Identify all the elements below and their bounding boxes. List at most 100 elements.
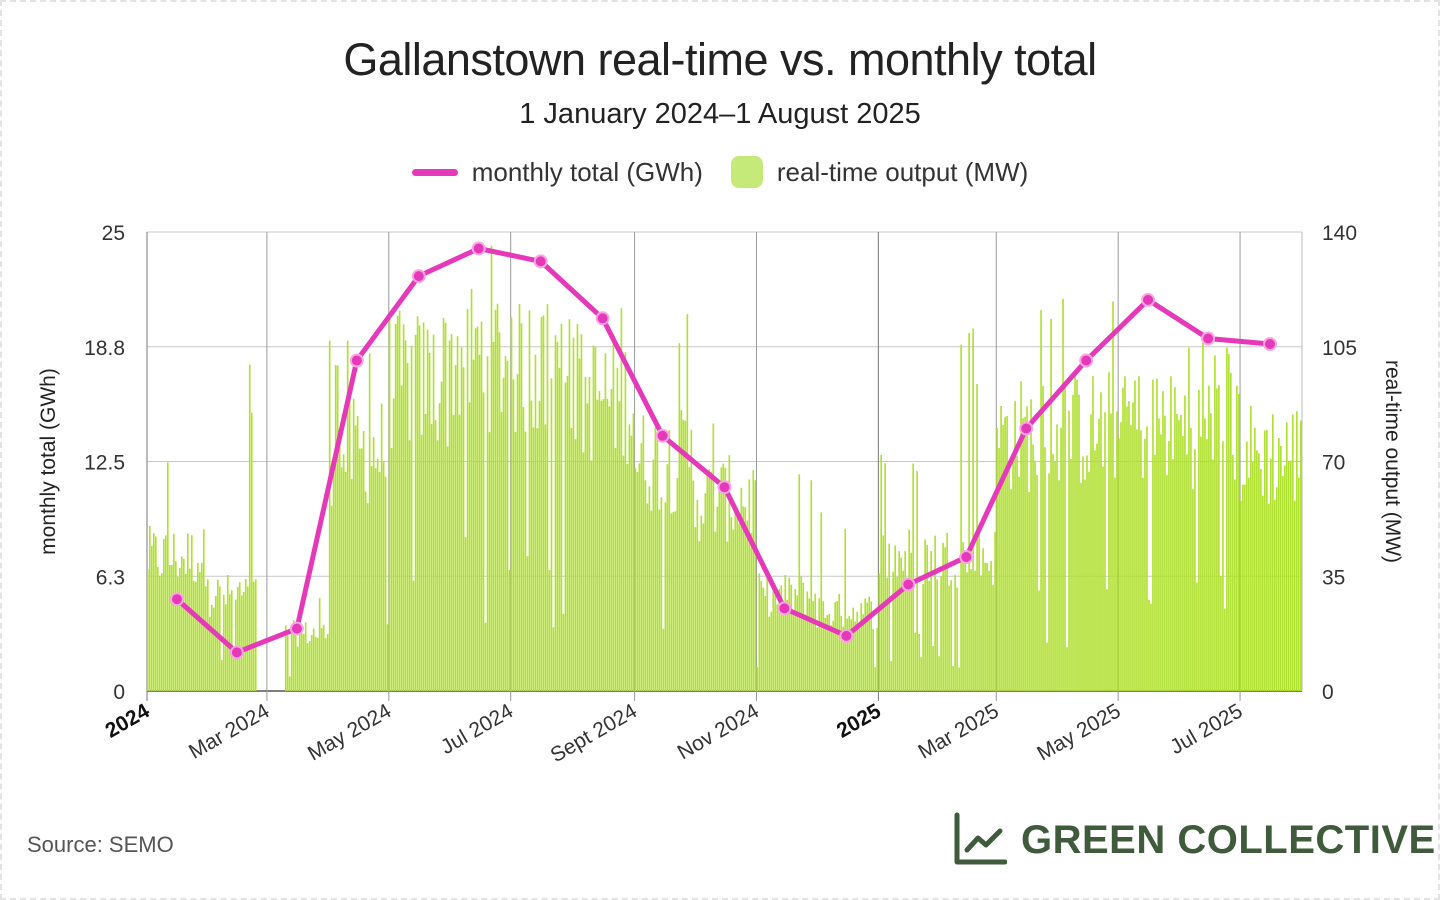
real-time-output-bar — [224, 604, 227, 691]
legend-item-monthly-total[interactable]: monthly total (GWh) — [411, 156, 703, 188]
monthly-total-point — [777, 601, 792, 616]
real-time-output-bar — [1036, 474, 1038, 691]
real-time-output-bar — [618, 401, 621, 691]
monthly-total-point — [170, 592, 184, 607]
real-time-output-bar — [774, 588, 777, 691]
real-time-output-bar — [147, 568, 149, 691]
real-time-output-bar — [802, 582, 805, 691]
real-time-output-bar — [744, 506, 747, 691]
real-time-output-bar — [754, 480, 757, 691]
real-time-output-bar — [1208, 385, 1210, 691]
real-time-output-bar — [500, 412, 503, 691]
real-time-output-bar — [434, 420, 437, 691]
real-time-output-bar — [248, 364, 251, 691]
real-time-output-bar — [446, 446, 449, 691]
legend-item-real-time-output[interactable]: real-time output (MW) — [730, 156, 1028, 188]
real-time-output-bar — [1122, 387, 1124, 691]
real-time-output-bar — [1164, 415, 1166, 691]
real-time-output-bar — [920, 657, 922, 691]
real-time-output-bar — [228, 594, 231, 691]
real-time-output-bar — [1262, 495, 1264, 691]
real-time-output-bar — [622, 455, 625, 691]
real-time-output-bar — [592, 345, 595, 691]
real-time-output-bar — [462, 367, 465, 691]
real-time-output-bar — [1230, 372, 1232, 691]
real-time-output-bar — [1066, 647, 1068, 691]
real-time-output-bar — [246, 586, 249, 691]
real-time-output-bar — [360, 448, 363, 691]
real-time-output-bar — [304, 622, 307, 691]
real-time-output-bar — [390, 447, 393, 691]
real-time-output-bar — [1194, 449, 1196, 691]
real-time-output-bar — [444, 322, 447, 691]
right-axis-tick-label: 70 — [1322, 452, 1345, 475]
real-time-output-bar — [1068, 410, 1070, 691]
real-time-output-bar — [322, 624, 325, 691]
real-time-output-bar — [1090, 414, 1092, 691]
real-time-output-bar — [986, 563, 988, 691]
brand-logo: GREEN COLLECTIVE — [953, 812, 1436, 868]
real-time-output-bar — [974, 570, 976, 691]
real-time-output-bar — [344, 471, 347, 691]
real-time-output-bar — [630, 435, 633, 691]
real-time-output-bar — [1218, 385, 1220, 691]
real-time-output-bar — [382, 462, 385, 691]
real-time-output-bar — [208, 616, 211, 691]
real-time-output-bar — [538, 400, 541, 691]
real-time-output-bar — [856, 611, 859, 691]
real-time-output-bar — [808, 598, 811, 691]
real-time-output-bar — [1116, 411, 1118, 691]
real-time-output-bar — [520, 323, 523, 691]
real-time-output-bar — [1296, 411, 1298, 691]
real-time-output-bar — [1118, 438, 1120, 691]
real-time-output-bar — [1256, 450, 1258, 691]
real-time-output-bar — [690, 429, 693, 691]
real-time-output-bar — [662, 628, 665, 691]
real-time-output-bar — [910, 552, 912, 691]
real-time-output-bar — [1042, 385, 1044, 691]
real-time-output-bar — [1210, 413, 1212, 691]
real-time-output-bar — [452, 414, 455, 691]
real-time-output-bar — [312, 628, 315, 691]
real-time-output-bar — [892, 571, 894, 691]
real-time-output-bar — [698, 541, 701, 691]
real-time-output-bar — [212, 607, 215, 691]
real-time-output-bar — [804, 614, 807, 691]
monthly-total-line — [170, 241, 1277, 660]
right-axis-tick-label: 0 — [1322, 681, 1334, 704]
real-time-output-bar — [1028, 491, 1030, 691]
x-axis-tick-label: 2024 — [102, 699, 154, 742]
real-time-output-bar — [972, 328, 974, 691]
real-time-output-bar — [1064, 386, 1066, 691]
real-time-output-bar — [1074, 373, 1076, 691]
real-time-output-bar — [1038, 590, 1040, 691]
real-time-output-bar — [838, 593, 841, 691]
real-time-output-bar — [1188, 347, 1190, 691]
real-time-output-bar — [966, 572, 968, 691]
monthly-total-point — [349, 353, 364, 368]
real-time-output-bar — [1176, 414, 1178, 691]
real-time-output-bar — [240, 595, 243, 691]
real-time-output-bar — [300, 628, 303, 691]
real-time-output-bar — [1148, 599, 1150, 691]
real-time-output-bar — [196, 562, 199, 691]
real-time-output-bar — [654, 427, 657, 691]
real-time-output-bar — [750, 532, 753, 691]
real-time-output-bar — [410, 345, 413, 691]
real-time-output-bar — [788, 577, 791, 691]
left-axis-tick-label: 6.3 — [96, 566, 125, 589]
real-time-output-bar — [644, 480, 647, 691]
real-time-output-bar — [820, 512, 823, 691]
real-time-output-bar — [370, 466, 373, 691]
real-time-output-bar — [1240, 500, 1242, 691]
real-time-output-bar — [1228, 354, 1230, 691]
real-time-output-bar — [202, 529, 205, 691]
real-time-output-bar — [778, 589, 781, 691]
real-time-output-bar — [636, 472, 639, 691]
real-time-output-bar — [816, 627, 819, 691]
real-time-output-bar — [836, 601, 839, 691]
legend-label-monthly-total: monthly total (GWh) — [471, 156, 703, 187]
real-time-output-bar — [1198, 389, 1200, 691]
real-time-output-bar — [1026, 406, 1028, 691]
real-time-output-bar — [828, 613, 831, 691]
